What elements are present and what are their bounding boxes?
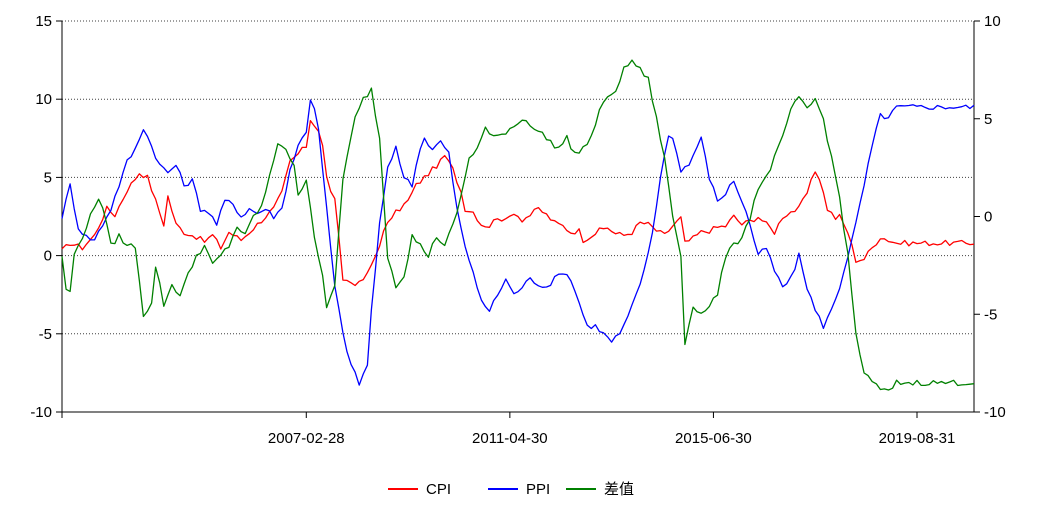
series-line-diff: [61, 59, 975, 391]
y-right-tick-label: 10: [984, 13, 1001, 30]
legend-label: PPI: [526, 481, 550, 498]
x-tick-label: 2011-04-30: [472, 430, 548, 447]
y-right-tick-label: 0: [984, 209, 992, 226]
series-lines: [61, 59, 975, 391]
y-left-tick-label: -5: [39, 326, 52, 343]
legend: CPI PPI 差值: [388, 481, 634, 498]
series-line-cpi: [61, 119, 975, 287]
x-tick-label: 2015-06-30: [675, 430, 752, 447]
y-left-tick-label: -10: [30, 404, 52, 421]
y-left-tick-label: 10: [35, 91, 52, 108]
y-right-tick-label: -10: [984, 404, 1006, 421]
legend-label: 差值: [604, 481, 634, 498]
y-right-tick-label: -5: [984, 306, 997, 323]
axes: -10 -5 0 5 10 15 -10 -5 0 5 10 2007-02-28 2011-04-30…: [30, 13, 1005, 447]
series-line-ppi: [61, 99, 975, 386]
y-right-tick-label: 5: [984, 111, 992, 128]
y-left-tick-label: 0: [44, 248, 52, 265]
x-tick-label: 2007-02-28: [268, 430, 345, 447]
x-tick-label: 2019-08-31: [879, 430, 956, 447]
y-left-tick-label: 5: [44, 169, 52, 186]
gridlines: [62, 20, 974, 335]
legend-label: CPI: [426, 481, 451, 498]
y-left-tick-label: 15: [35, 13, 52, 30]
